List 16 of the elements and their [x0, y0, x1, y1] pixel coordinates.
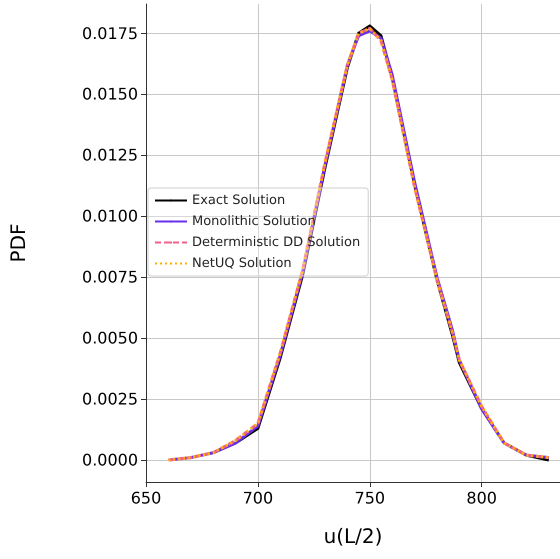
x-tick-label: 750: [354, 488, 386, 508]
legend-label: NetUQ Solution: [192, 256, 292, 271]
y-axis-title: PDF: [6, 224, 30, 262]
y-tick-label: 0.0175: [82, 24, 138, 43]
y-tick-label: 0.0100: [82, 206, 138, 226]
y-tick-label: 0.0050: [82, 328, 138, 348]
y-tick-label: 0.0075: [82, 268, 138, 287]
legend-label: Exact Solution: [192, 193, 286, 208]
y-tick-label: 0.0150: [82, 84, 138, 104]
x-tick-label: 700: [242, 488, 274, 508]
x-axis-title: u(L/2): [324, 524, 382, 548]
x-tick-label: 650: [130, 488, 162, 508]
y-tick-label: 0.0025: [82, 390, 138, 409]
y-tick-label: 0.0000: [82, 450, 138, 470]
y-tick-label: 0.0125: [82, 146, 138, 165]
x-tick-label: 800: [466, 488, 497, 508]
